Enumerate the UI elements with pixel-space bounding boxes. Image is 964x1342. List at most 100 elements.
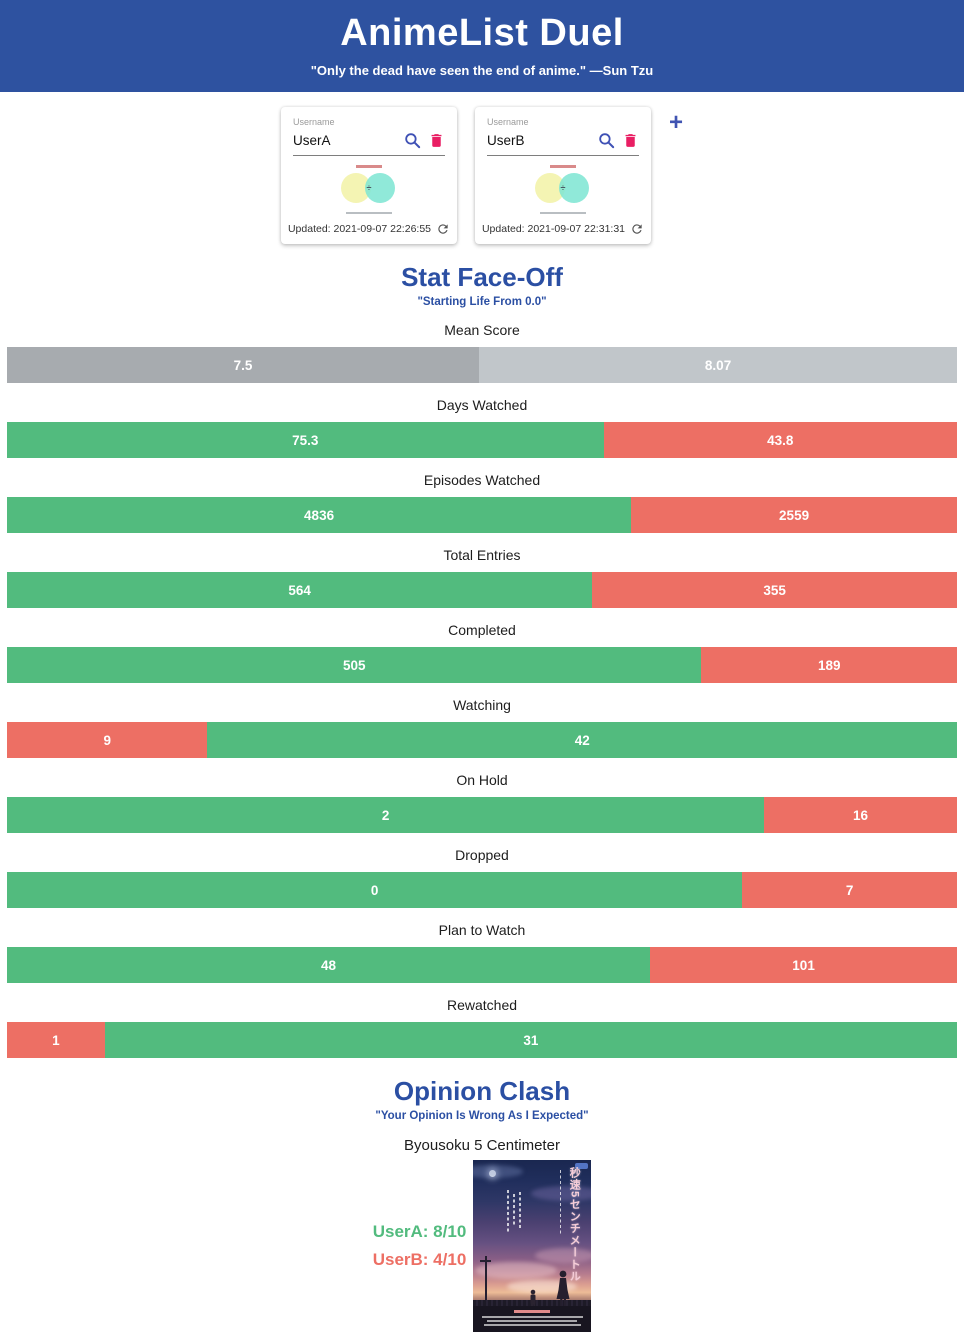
username-label: Username	[292, 117, 335, 127]
stat-category-label: Episodes Watched	[423, 472, 541, 488]
stat-bar-right-value: 7	[742, 872, 957, 908]
updated-row: Updated: 2021-09-07 22:26:55	[288, 222, 448, 236]
search-button[interactable]	[403, 131, 422, 150]
stat-bar: 4836 2559	[7, 497, 957, 533]
username-input-row	[292, 128, 445, 156]
stat-bar-left-value: 48	[7, 947, 651, 983]
app-title: AnimeList Duel	[340, 12, 624, 54]
stat-category-label: Plan to Watch	[438, 922, 526, 938]
stat-category-label: Rewatched	[446, 997, 518, 1013]
anime-title: Byousoku 5 Centimeter	[404, 1137, 560, 1154]
trash-icon	[431, 134, 442, 147]
stat-category-label: Days Watched	[436, 397, 528, 413]
updated-text: Updated: 2021-09-07 22:26:55	[287, 223, 432, 235]
username-input[interactable]	[486, 133, 591, 148]
poster-credits-column	[507, 1190, 509, 1232]
username-label: Username	[486, 117, 529, 127]
divide-symbol: ÷	[560, 183, 566, 193]
trash-icon	[625, 134, 636, 147]
stat-bar: 9 42	[7, 722, 957, 758]
user-cards-row: Username ÷	[0, 107, 964, 244]
stat-bar: 564 355	[7, 572, 957, 608]
stat-bar-right-value: 42	[207, 722, 957, 758]
stat-category-label: Dropped	[455, 847, 509, 863]
avatar-caption-line	[539, 211, 586, 214]
stat-row: On Hold 2 16	[0, 772, 964, 833]
stat-bar-left-value: 0	[7, 872, 743, 908]
opinion-section-subtitle: "Your Opinion Is Wrong As I Expected"	[375, 1110, 589, 1122]
stat-row: Completed 505 189	[0, 622, 964, 683]
moon-icon	[489, 1170, 497, 1177]
stat-section-title: Stat Face-Off	[401, 262, 563, 292]
credit-line	[487, 1320, 578, 1322]
stat-row: Dropped 0 7	[0, 847, 964, 908]
rating-usera: UserA: 8/10	[372, 1221, 467, 1241]
username-input-row	[486, 128, 639, 156]
stat-bar-right-value: 2559	[631, 497, 957, 533]
stat-row: Days Watched 75.3 43.8	[0, 397, 964, 458]
credit-line	[483, 1324, 581, 1326]
stat-bar-right-value: 31	[104, 1022, 957, 1058]
telephone-pole	[485, 1256, 487, 1302]
search-button[interactable]	[597, 131, 616, 150]
delete-button[interactable]	[428, 132, 445, 149]
venn-diagram-avatar: ÷	[527, 164, 599, 216]
stat-row: Rewatched 1 31	[0, 997, 964, 1058]
stat-bar-left-value: 75.3	[7, 422, 604, 458]
stat-category-label: Completed	[448, 622, 516, 638]
poster-credits	[473, 1306, 592, 1332]
refresh-icon	[438, 224, 448, 234]
stat-bar-left-value: 564	[7, 572, 593, 608]
venn-circle-right	[364, 173, 395, 203]
stat-bar: 75.3 43.8	[7, 422, 957, 458]
avatar-title-line	[355, 165, 382, 168]
refresh-icon	[632, 224, 642, 234]
delete-button[interactable]	[622, 132, 639, 149]
stat-bar-left-value: 1	[7, 1022, 105, 1058]
stat-bar: 48 101	[7, 947, 957, 983]
poster-credits-column	[519, 1192, 521, 1230]
divide-symbol: ÷	[366, 183, 372, 193]
stat-bar: 505 189	[7, 647, 957, 683]
opinion-body: UserA: 8/10 UserB: 4/10 秒速5センチメートル	[0, 1160, 964, 1342]
poster-badge	[575, 1163, 589, 1169]
search-icon	[405, 133, 421, 149]
stat-bar-right-value: 101	[650, 947, 957, 983]
stat-section-subtitle: "Starting Life From 0.0"	[417, 296, 547, 308]
stat-bar-right-value: 8.07	[479, 347, 957, 383]
telephone-pole-arm	[480, 1260, 492, 1262]
stat-bar-left-value: 2	[7, 797, 765, 833]
opinion-section-title: Opinion Clash	[393, 1076, 571, 1106]
stat-faceoff-section: Stat Face-Off "Starting Life From 0.0" M…	[0, 262, 964, 1058]
poster-cloud	[475, 1262, 558, 1279]
stat-bar: 7.5 8.07	[7, 347, 957, 383]
add-user-button[interactable]: +	[668, 109, 683, 136]
poster-vertical-title: 秒速5センチメートル	[568, 1167, 581, 1283]
avatar: ÷	[293, 164, 445, 216]
stat-category-label: Watching	[453, 697, 511, 713]
poster-logo-line	[514, 1310, 551, 1313]
stat-row: Total Entries 564 355	[0, 547, 964, 608]
updated-row: Updated: 2021-09-07 22:31:31	[482, 222, 642, 236]
stat-category-label: On Hold	[456, 772, 508, 788]
avatar-title-line	[549, 165, 576, 168]
opinion-clash-section: Opinion Clash "Your Opinion Is Wrong As …	[0, 1076, 964, 1342]
poster-cloud	[531, 1186, 592, 1201]
stat-bar-left-value: 505	[7, 647, 702, 683]
poster-cloud	[535, 1248, 592, 1263]
venn-diagram-avatar: ÷	[333, 164, 405, 216]
ratings-block: UserA: 8/10 UserB: 4/10	[373, 1218, 467, 1274]
venn-circle-right	[558, 173, 589, 203]
refresh-button[interactable]	[436, 222, 450, 236]
stat-bar-right-value: 189	[701, 647, 957, 683]
stat-category-label: Total Entries	[443, 547, 521, 563]
username-input[interactable]	[292, 133, 397, 148]
stat-row: Watching 9 42	[0, 697, 964, 758]
stat-bar-left-value: 7.5	[7, 347, 480, 383]
user-card-b: Username ÷	[474, 107, 651, 244]
stat-bar-right-value: 355	[592, 572, 957, 608]
refresh-button[interactable]	[630, 222, 644, 236]
credit-line	[481, 1316, 584, 1318]
stat-bar-left-value: 4836	[7, 497, 632, 533]
